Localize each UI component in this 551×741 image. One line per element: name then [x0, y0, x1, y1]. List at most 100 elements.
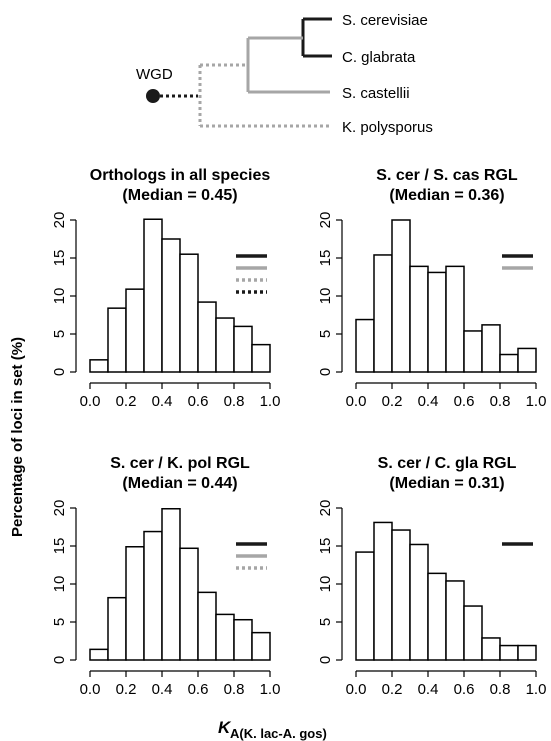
y-tick-label: 15 [51, 250, 68, 267]
x-tick-label: 1.0 [526, 681, 547, 698]
y-tick-label: 5 [317, 618, 334, 626]
phylogeny-tree: WGD S. cerevisiae C. glabrata S. castell… [136, 12, 433, 136]
histogram-panel-scer-scas: S. cer / S. cas RGL (Median = 0.36) 0 5 10… [317, 167, 546, 410]
histogram-bar [125, 288, 145, 373]
y-tick-label: 5 [51, 330, 68, 338]
histogram-bar [427, 271, 447, 373]
panel-title: S. cer / S. cas RGL [376, 167, 518, 184]
x-tick-label: 0.6 [188, 393, 209, 410]
x-tick-label: 0.6 [454, 681, 475, 698]
y-tick-label: 20 [51, 212, 68, 229]
histogram-bar [251, 631, 271, 661]
histogram-bar [89, 359, 109, 373]
x-tick-label: 0.4 [418, 393, 439, 410]
histogram-bar [355, 551, 375, 661]
y-tick-label: 20 [317, 500, 334, 517]
panel-title: S. cer / K. pol RGL [110, 455, 250, 472]
panel-title: S. cer / C. gla RGL [378, 455, 517, 472]
histogram-bar [499, 644, 519, 661]
histogram-bar [161, 508, 181, 661]
y-tick-label: 15 [317, 250, 334, 267]
x-tick-label: 0.0 [346, 393, 367, 410]
histogram-bar [517, 644, 537, 661]
x-tick-label: 0.0 [80, 681, 101, 698]
histogram-bar [517, 347, 537, 373]
x-tick-label: 0.6 [454, 393, 475, 410]
histogram-bar [463, 330, 483, 373]
y-tick-label: 20 [51, 500, 68, 517]
wgd-label: WGD [136, 66, 173, 83]
histogram-bar [355, 318, 375, 373]
histogram-bar [481, 637, 501, 661]
histogram-bar [143, 530, 163, 661]
histogram-bar [197, 301, 217, 373]
wgd-node-icon [146, 89, 160, 103]
histogram-bar [427, 572, 447, 661]
y-tick-label: 15 [51, 538, 68, 555]
x-axis-label-subscript: A(K. lac-A. gos) [230, 726, 327, 741]
histogram-bar [373, 521, 393, 661]
x-tick-label: 0.2 [382, 681, 403, 698]
x-tick-label: 0.4 [418, 681, 439, 698]
histogram-bar [125, 546, 145, 661]
x-tick-label: 0.8 [224, 681, 245, 698]
histogram-bar [179, 547, 199, 661]
histogram-bar [215, 317, 235, 373]
histogram-bar [143, 218, 163, 373]
histogram-bar [107, 307, 127, 373]
panel-subtitle: (Median = 0.44) [122, 475, 237, 492]
taxon-label-k-polysporus: K. polysporus [342, 119, 433, 136]
x-tick-label: 0.4 [152, 681, 173, 698]
y-tick-label: 15 [317, 538, 334, 555]
x-tick-label: 0.8 [224, 393, 245, 410]
taxon-label-s-castellii: S. castellii [342, 85, 410, 102]
y-tick-label: 0 [51, 656, 68, 664]
histogram-bar [215, 613, 235, 661]
histogram-bar [89, 648, 109, 661]
x-axis-label-main: K [218, 718, 232, 737]
panel-subtitle: (Median = 0.36) [389, 187, 504, 204]
taxon-label-c-glabrata: C. glabrata [342, 49, 416, 66]
histogram-bar [251, 343, 271, 373]
taxon-label-s-cerevisiae: S. cerevisiae [342, 12, 428, 29]
histogram-bar [445, 580, 465, 661]
histogram-bar [445, 265, 465, 373]
y-tick-label: 10 [317, 576, 334, 593]
histogram-panel-scer-cgla: S. cer / C. gla RGL (Median = 0.31) 0 5 10… [317, 455, 546, 698]
histogram-bar [409, 543, 429, 661]
x-tick-label: 0.0 [346, 681, 367, 698]
x-tick-label: 0.8 [490, 393, 511, 410]
histogram-bar [179, 253, 199, 373]
x-tick-label: 0.4 [152, 393, 173, 410]
x-tick-label: 0.6 [188, 681, 209, 698]
panel-subtitle: (Median = 0.45) [122, 187, 237, 204]
x-tick-label: 0.2 [382, 393, 403, 410]
x-tick-label: 1.0 [260, 681, 281, 698]
y-tick-label: 5 [51, 618, 68, 626]
y-tick-label: 10 [51, 576, 68, 593]
histogram-bar [409, 265, 429, 373]
histogram-bar [161, 238, 181, 373]
histogram-bar [391, 219, 411, 373]
x-tick-label: 0.0 [80, 393, 101, 410]
x-tick-label: 0.2 [116, 681, 137, 698]
histogram-panel-orthologs: Orthologs in all species (Median = 0.45)… [51, 167, 280, 410]
histogram-bar [373, 254, 393, 373]
y-tick-label: 10 [317, 288, 334, 305]
y-tick-label: 10 [51, 288, 68, 305]
y-tick-label: 5 [317, 330, 334, 338]
panel-title: Orthologs in all species [90, 167, 271, 184]
y-tick-label: 0 [51, 368, 68, 376]
histogram-bar [391, 529, 411, 661]
y-axis-label: Percentage of loci in set (%) [9, 337, 26, 537]
histogram-bar [481, 324, 501, 373]
histogram-bar [233, 325, 253, 373]
x-tick-label: 1.0 [260, 393, 281, 410]
y-tick-label: 20 [317, 212, 334, 229]
x-tick-label: 0.8 [490, 681, 511, 698]
x-tick-label: 1.0 [526, 393, 547, 410]
histogram-bar [107, 596, 127, 661]
histogram-bar [233, 618, 253, 661]
histogram-bar [463, 605, 483, 661]
